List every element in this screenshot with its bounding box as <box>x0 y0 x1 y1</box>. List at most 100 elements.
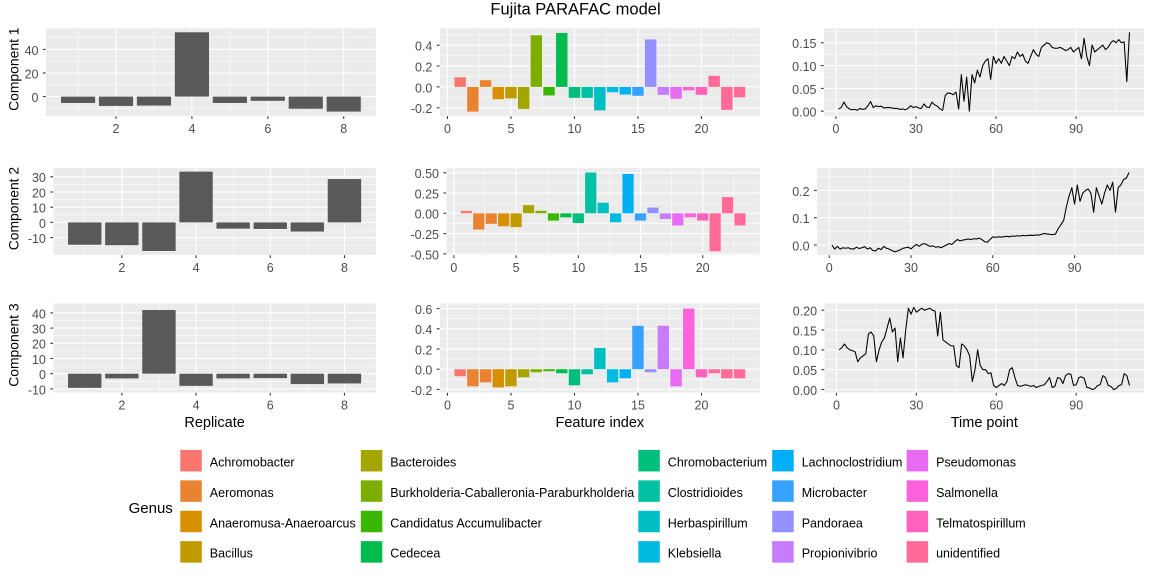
svg-text:0.0: 0.0 <box>415 364 432 378</box>
svg-text:-0.2: -0.2 <box>411 102 433 116</box>
svg-text:10: 10 <box>568 399 582 413</box>
svg-text:10: 10 <box>571 261 585 275</box>
svg-text:8: 8 <box>341 399 348 413</box>
svg-text:0.2: 0.2 <box>792 185 809 199</box>
svg-text:Telmatospirillum: Telmatospirillum <box>936 516 1026 530</box>
svg-text:60: 60 <box>989 399 1003 413</box>
svg-text:30: 30 <box>32 171 46 185</box>
svg-text:0.15: 0.15 <box>793 324 817 338</box>
svg-text:4: 4 <box>193 261 200 275</box>
svg-text:6: 6 <box>267 261 274 275</box>
svg-text:0.15: 0.15 <box>792 37 816 51</box>
svg-text:-10: -10 <box>28 383 46 397</box>
svg-text:2: 2 <box>118 261 125 275</box>
svg-text:Component 1: Component 1 <box>5 27 21 111</box>
svg-text:30: 30 <box>904 261 918 275</box>
svg-text:6: 6 <box>264 122 271 136</box>
svg-text:40: 40 <box>25 44 39 58</box>
svg-text:20: 20 <box>32 338 46 352</box>
svg-text:4: 4 <box>188 122 195 136</box>
svg-text:0.10: 0.10 <box>792 60 816 74</box>
svg-text:0: 0 <box>32 91 39 105</box>
svg-text:4: 4 <box>193 399 200 413</box>
svg-text:0: 0 <box>39 368 46 382</box>
svg-text:0.0: 0.0 <box>792 239 809 253</box>
svg-text:15: 15 <box>631 399 645 413</box>
svg-text:0.0: 0.0 <box>415 81 432 95</box>
svg-text:Achromobacter: Achromobacter <box>210 456 295 470</box>
svg-text:30: 30 <box>909 399 923 413</box>
svg-text:Fujita PARAFAC model: Fujita PARAFAC model <box>490 1 660 19</box>
svg-text:Lachnoclostridium: Lachnoclostridium <box>802 456 903 470</box>
svg-text:0.2: 0.2 <box>415 60 432 74</box>
svg-text:30: 30 <box>909 122 923 136</box>
svg-text:Pandoraea: Pandoraea <box>802 516 863 530</box>
svg-text:0.10: 0.10 <box>793 344 817 358</box>
svg-text:10: 10 <box>32 202 46 216</box>
svg-text:Time point: Time point <box>951 415 1018 431</box>
svg-text:0: 0 <box>444 399 451 413</box>
svg-text:0: 0 <box>39 217 46 231</box>
svg-text:0.00: 0.00 <box>793 384 817 398</box>
svg-text:-10: -10 <box>28 232 46 246</box>
svg-text:0.00: 0.00 <box>415 208 439 222</box>
svg-text:Anaeromusa-Anaeroarcus: Anaeromusa-Anaeroarcus <box>210 516 356 530</box>
svg-text:0.4: 0.4 <box>415 40 432 54</box>
svg-text:0: 0 <box>444 122 451 136</box>
svg-text:20: 20 <box>695 122 709 136</box>
svg-text:90: 90 <box>1069 399 1083 413</box>
svg-text:0.4: 0.4 <box>415 323 432 337</box>
svg-text:20: 20 <box>32 186 46 200</box>
svg-text:Pseudomonas: Pseudomonas <box>936 456 1016 470</box>
svg-text:40: 40 <box>32 307 46 321</box>
svg-text:0: 0 <box>826 261 833 275</box>
svg-text:0.1: 0.1 <box>792 212 809 226</box>
svg-text:Component 3: Component 3 <box>5 303 21 387</box>
svg-text:Replicate: Replicate <box>184 415 244 431</box>
svg-text:90: 90 <box>1069 122 1083 136</box>
svg-text:0.20: 0.20 <box>793 305 817 319</box>
svg-text:Candidatus Accumulibacter: Candidatus Accumulibacter <box>390 516 541 530</box>
svg-text:2: 2 <box>118 399 125 413</box>
svg-text:30: 30 <box>32 323 46 337</box>
svg-text:15: 15 <box>631 122 645 136</box>
svg-text:0.05: 0.05 <box>793 364 817 378</box>
svg-text:Klebsiella: Klebsiella <box>668 547 722 561</box>
svg-text:0.50: 0.50 <box>415 167 439 181</box>
svg-text:20: 20 <box>25 67 39 81</box>
svg-text:Burkholderia-Caballeronia-Para: Burkholderia-Caballeronia-Paraburkholder… <box>390 486 634 500</box>
svg-text:0.6: 0.6 <box>415 303 432 317</box>
svg-text:Component 2: Component 2 <box>5 167 21 251</box>
svg-text:-0.50: -0.50 <box>411 248 440 262</box>
svg-text:60: 60 <box>989 122 1003 136</box>
svg-text:90: 90 <box>1068 261 1082 275</box>
svg-text:60: 60 <box>986 261 1000 275</box>
svg-text:Herbaspirillum: Herbaspirillum <box>668 516 748 530</box>
svg-text:0.25: 0.25 <box>415 187 439 201</box>
svg-text:10: 10 <box>32 353 46 367</box>
svg-text:15: 15 <box>634 261 648 275</box>
svg-text:10: 10 <box>568 122 582 136</box>
svg-text:Genus: Genus <box>129 500 173 517</box>
svg-text:5: 5 <box>507 122 514 136</box>
svg-text:Feature index: Feature index <box>556 415 645 431</box>
svg-text:-0.25: -0.25 <box>411 228 440 242</box>
svg-text:0: 0 <box>833 399 840 413</box>
svg-text:6: 6 <box>267 399 274 413</box>
svg-text:Salmonella: Salmonella <box>936 486 998 500</box>
svg-text:5: 5 <box>513 261 520 275</box>
svg-text:0: 0 <box>832 122 839 136</box>
svg-text:0.05: 0.05 <box>792 83 816 97</box>
svg-text:Bacillus: Bacillus <box>210 547 253 561</box>
svg-text:Cedecea: Cedecea <box>390 547 440 561</box>
svg-text:2: 2 <box>113 122 120 136</box>
svg-text:Aeromonas: Aeromonas <box>210 486 274 500</box>
svg-text:Clostridioides: Clostridioides <box>668 486 743 500</box>
svg-text:20: 20 <box>695 399 709 413</box>
svg-text:-0.2: -0.2 <box>411 384 433 398</box>
svg-text:20: 20 <box>696 261 710 275</box>
svg-text:Microbacter: Microbacter <box>802 486 867 500</box>
svg-text:0.2: 0.2 <box>415 343 432 357</box>
svg-text:Chromobacterium: Chromobacterium <box>668 456 767 470</box>
svg-text:8: 8 <box>340 122 347 136</box>
